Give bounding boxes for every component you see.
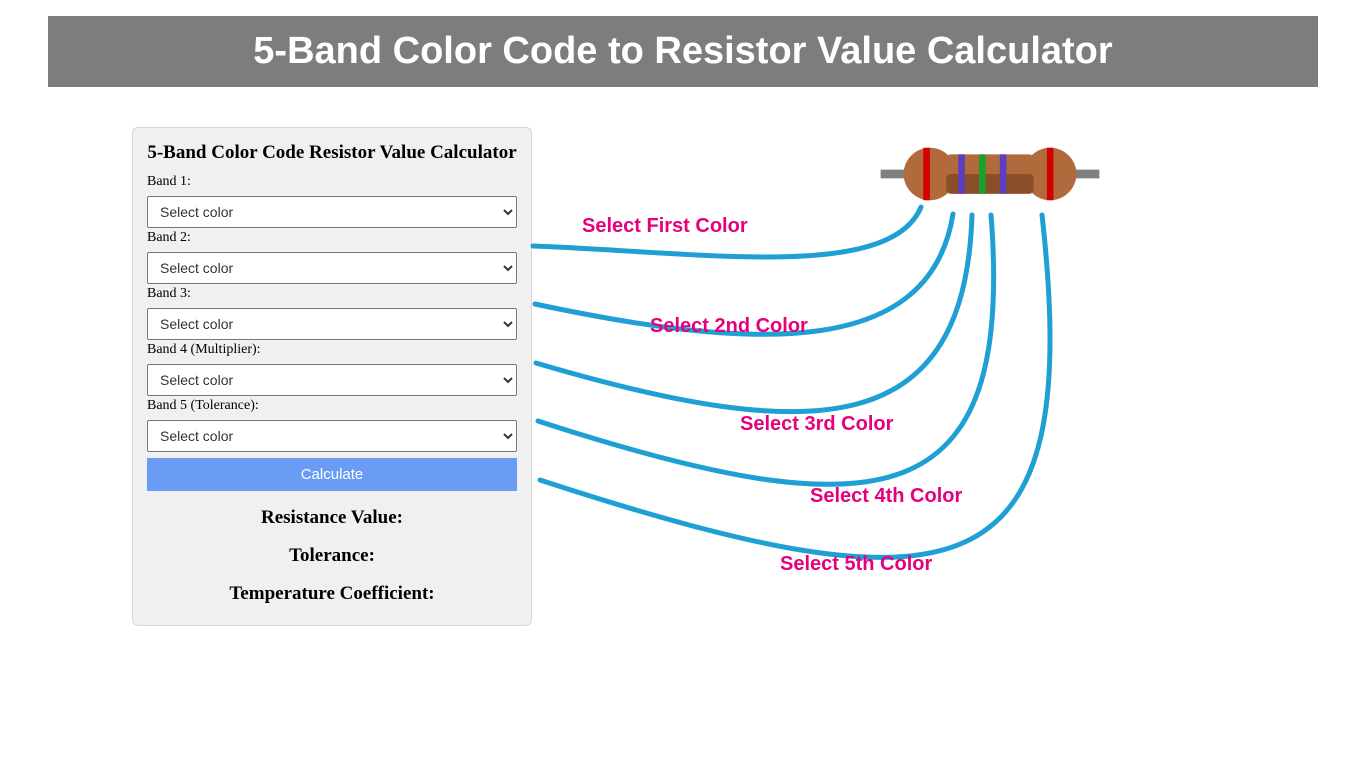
resistor-band <box>958 154 965 193</box>
annotation-label: Select 5th Color <box>780 553 932 576</box>
band1-select[interactable]: Select color <box>147 196 517 228</box>
annotation-curve <box>538 215 994 484</box>
panel-heading: 5-Band Color Code Resistor Value Calcula… <box>147 142 517 164</box>
annotation-label: Select 3rd Color <box>740 413 893 436</box>
band2-label: Band 2: <box>147 230 517 246</box>
page-title-bar: 5-Band Color Code to Resistor Value Calc… <box>48 16 1318 87</box>
result-tolerance: Tolerance: <box>147 545 517 567</box>
band5-select[interactable]: Select color <box>147 420 517 452</box>
band5-label: Band 5 (Tolerance): <box>147 398 517 414</box>
annotation-curve <box>536 215 972 412</box>
page-title: 5-Band Color Code to Resistor Value Calc… <box>253 30 1112 72</box>
calculate-button[interactable]: Calculate <box>147 458 517 491</box>
calculator-panel: 5-Band Color Code Resistor Value Calcula… <box>132 127 532 626</box>
result-tempco: Temperature Coefficient: <box>147 583 517 605</box>
band1-label: Band 1: <box>147 174 517 190</box>
annotation-label: Select First Color <box>582 215 748 238</box>
resistor-band <box>1047 148 1054 201</box>
band4-label: Band 4 (Multiplier): <box>147 342 517 358</box>
resistor-svg <box>880 139 1100 209</box>
annotation-curve <box>540 215 1050 557</box>
resistor-band <box>923 148 930 201</box>
band3-select[interactable]: Select color <box>147 308 517 340</box>
resistor-diagram <box>880 139 1100 209</box>
band3-label: Band 3: <box>147 286 517 302</box>
result-resistance: Resistance Value: <box>147 507 517 529</box>
content-area: 5-Band Color Code Resistor Value Calcula… <box>0 87 1366 763</box>
resistor-band <box>979 154 986 193</box>
resistor-band <box>1000 154 1007 193</box>
band4-select[interactable]: Select color <box>147 364 517 396</box>
annotation-label: Select 2nd Color <box>650 315 808 338</box>
band2-select[interactable]: Select color <box>147 252 517 284</box>
annotation-label: Select 4th Color <box>810 485 962 508</box>
